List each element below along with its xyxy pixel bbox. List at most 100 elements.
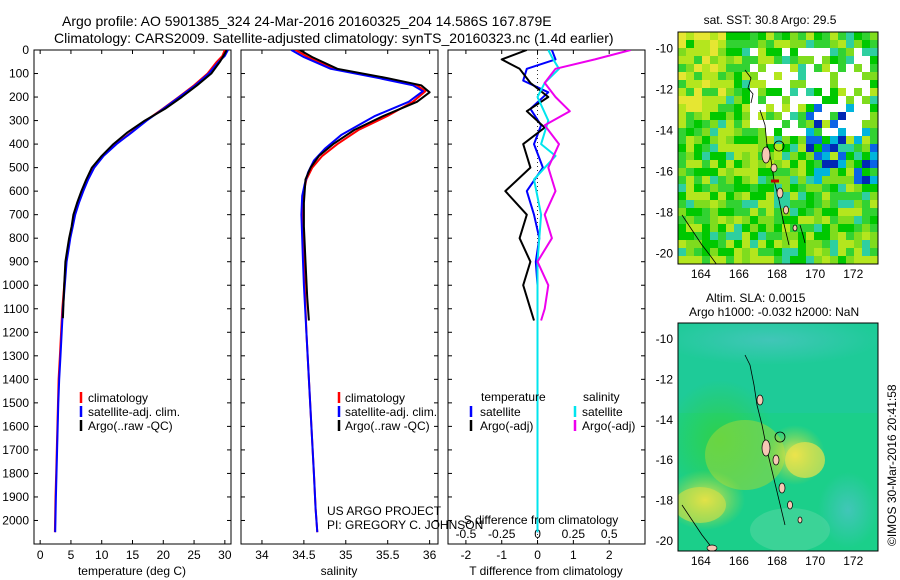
- sst-cell: [734, 248, 742, 256]
- sst-cell: [766, 216, 774, 224]
- sst-cell: [766, 80, 774, 88]
- sst-cell: [782, 120, 790, 128]
- sst-cell: [814, 152, 822, 160]
- sst-cell: [838, 64, 846, 72]
- sst-cell: [678, 264, 686, 272]
- sst-cell: [726, 192, 734, 200]
- sst-cell: [774, 64, 782, 72]
- sst-cell: [774, 120, 782, 128]
- sst-cell: [830, 192, 838, 200]
- sst-cell: [718, 152, 726, 160]
- sst-cell: [758, 160, 766, 168]
- sst-cell: [766, 104, 774, 112]
- sst-cell: [854, 120, 862, 128]
- sst-cell: [814, 232, 822, 240]
- sst-cell: [718, 232, 726, 240]
- map-y-tick-label: -20: [656, 534, 674, 548]
- sst-cell: [822, 160, 830, 168]
- sst-cell: [782, 256, 790, 264]
- x-tick-label: 0: [37, 548, 44, 562]
- sst-cell: [774, 248, 782, 256]
- s-difference-axis-label: S difference from climatology: [464, 513, 619, 527]
- sst-cell: [830, 64, 838, 72]
- sst-cell: [862, 152, 870, 160]
- sst-cell: [790, 96, 798, 104]
- sst-cell: [750, 88, 758, 96]
- sst-cell: [726, 168, 734, 176]
- sst-cell: [742, 72, 750, 80]
- sst-cell: [822, 96, 830, 104]
- sst-cell: [830, 112, 838, 120]
- sst-cell: [774, 128, 782, 136]
- sst-cell: [734, 96, 742, 104]
- sst-cell: [790, 128, 798, 136]
- sst-cell: [774, 104, 782, 112]
- map-y-tick-label: -18: [656, 494, 674, 508]
- sst-cell: [782, 160, 790, 168]
- sst-cell: [806, 48, 814, 56]
- sst-cell: [870, 224, 878, 232]
- legend-label-s-argo: Argo(-adj): [582, 419, 635, 433]
- sst-cell: [766, 176, 774, 184]
- sst-cell: [838, 112, 846, 120]
- sst-cell: [774, 144, 782, 152]
- sst-cell: [814, 224, 822, 232]
- sst-cell: [822, 168, 830, 176]
- sst-cell: [870, 240, 878, 248]
- sst-cell: [862, 136, 870, 144]
- map-y-tick-label: -10: [656, 41, 674, 55]
- depth-tick-label: 700: [9, 208, 29, 222]
- sst-cell: [854, 48, 862, 56]
- sst-cell: [862, 208, 870, 216]
- sst-cell: [694, 248, 702, 256]
- sst-cell: [798, 184, 806, 192]
- sst-cell: [734, 192, 742, 200]
- sst-cell: [710, 88, 718, 96]
- sst-cell: [774, 112, 782, 120]
- sst-cell: [702, 248, 710, 256]
- sst-cell: [782, 48, 790, 56]
- sst-cell: [726, 240, 734, 248]
- sst-cell: [790, 248, 798, 256]
- sst-cell: [830, 232, 838, 240]
- legend-label-argo: Argo(..raw -QC): [345, 419, 430, 433]
- sst-cell: [766, 40, 774, 48]
- sst-cell: [782, 40, 790, 48]
- sst-cell: [822, 80, 830, 88]
- sst-cell: [702, 128, 710, 136]
- sst-cell: [774, 96, 782, 104]
- sst-cell: [814, 168, 822, 176]
- sst-cell: [774, 80, 782, 88]
- sst-cell: [678, 80, 686, 88]
- sst-cell: [782, 112, 790, 120]
- sst-cell: [870, 192, 878, 200]
- sst-cell: [846, 256, 854, 264]
- map-x-tick-label: 172: [843, 554, 863, 568]
- sst-cell: [838, 128, 846, 136]
- sst-cell: [814, 160, 822, 168]
- sst-cell: [870, 160, 878, 168]
- sst-cell: [838, 192, 846, 200]
- sst-cell: [742, 88, 750, 96]
- sst-cell: [742, 136, 750, 144]
- sst-cell: [694, 80, 702, 88]
- sst-cell: [750, 240, 758, 248]
- legend-label-t-satellite: satellite: [480, 405, 521, 419]
- sst-cell: [686, 64, 694, 72]
- credit-line2: PI: GREGORY C. JOHNSON: [327, 518, 483, 532]
- sst-cell: [694, 48, 702, 56]
- sst-cell: [678, 160, 686, 168]
- sst-cell: [798, 232, 806, 240]
- sst-cell: [790, 240, 798, 248]
- sst-cell: [822, 104, 830, 112]
- sst-cell: [686, 72, 694, 80]
- sst-cell: [806, 224, 814, 232]
- sst-cell: [742, 128, 750, 136]
- sst-cell: [686, 120, 694, 128]
- map-y-tick-label: -20: [656, 247, 674, 261]
- sst-cell: [854, 72, 862, 80]
- sst-cell: [822, 56, 830, 64]
- sst-cell: [710, 256, 718, 264]
- sla-map-frame: [677, 322, 879, 552]
- sst-cell: [742, 152, 750, 160]
